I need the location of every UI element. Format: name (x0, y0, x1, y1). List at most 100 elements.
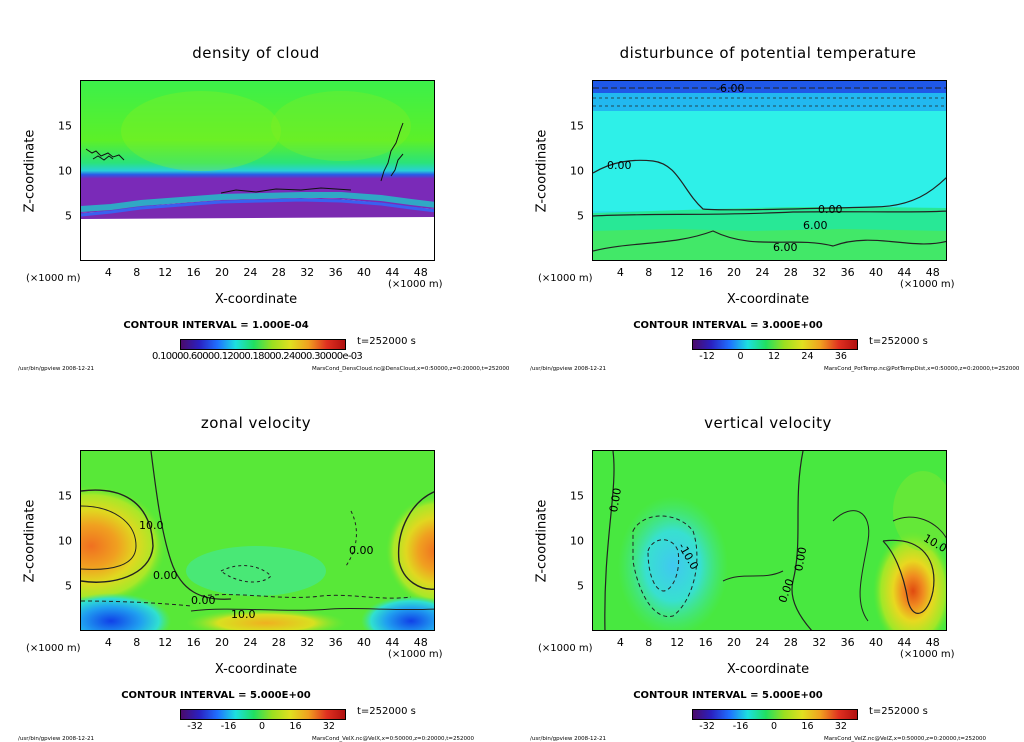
x-tick-label: 16 (698, 266, 713, 279)
footer-left: /usr/bin/gpview 2008-12-21 (530, 366, 607, 372)
colorbar-tick-label: 32 (322, 721, 335, 732)
contour-label: 0.00 (191, 594, 216, 607)
contour-label: 0.00 (792, 546, 809, 572)
time-stamp: t=252000 s (357, 706, 416, 717)
y-tick-label: 5 (577, 579, 584, 593)
x-tick-label: 48 (413, 266, 428, 279)
contour-label: 10.0 (231, 608, 256, 621)
x-tick-label: 12 (158, 636, 173, 649)
contour-label: 6.00 (803, 219, 828, 232)
colorbar-tick-label: 0 (258, 721, 266, 732)
x-tick-label: 20 (727, 636, 741, 649)
plot-area: -6.00 0.00 0.00 6.00 6.00 (592, 80, 947, 261)
x-tick-label: 48 (925, 266, 940, 279)
panel-zonal-velocity: zonal velocity (0, 370, 512, 742)
y-tick-label: 10 (570, 534, 584, 548)
colorbar (180, 709, 346, 720)
x-tick-label: 32 (812, 266, 827, 279)
colorbar-tick-label: -32 (187, 721, 203, 732)
colorbar-tick-label: -32 (699, 721, 715, 732)
x-tick-label: 24 (243, 266, 258, 279)
footer-right: MarsCond_VelX.nc@VelX,x=0:50000,z=0:2000… (312, 736, 475, 742)
colorbar-tick-label: -12 (699, 351, 715, 362)
time-stamp: t=252000 s (869, 336, 928, 347)
x-unit-right: (×1000 m) (388, 279, 443, 290)
y-tick-label: 5 (65, 209, 72, 223)
y-tick-label: 15 (570, 489, 584, 503)
x-tick-label: 48 (925, 636, 940, 649)
footer-right: MarsCond_VelZ.nc@VelZ,x=0:50000,z=0:2000… (824, 736, 987, 742)
x-tick-label: 44 (897, 266, 912, 279)
footer-left: /usr/bin/gpview 2008-12-21 (18, 366, 95, 372)
x-tick-label: 20 (215, 636, 229, 649)
x-tick-label: 40 (357, 636, 371, 649)
panel-title: disturbunce of potential temperature (619, 44, 917, 62)
x-axis-label: X-coordinate (214, 292, 298, 307)
x-tick-label: 16 (698, 636, 713, 649)
x-tick-label: 8 (645, 636, 653, 649)
plot-area: 0.00 -10.0 0.00 0.00 10.0 (592, 450, 947, 631)
x-tick-label: 16 (186, 636, 201, 649)
x-tick-label: 48 (413, 636, 428, 649)
cloud-contour-specks (85, 122, 404, 194)
contour-interval: CONTOUR INTERVAL = 5.000E+00 (633, 690, 823, 701)
contour-label: 0.00 (607, 159, 632, 172)
x-tick-label: 24 (755, 266, 770, 279)
x-unit-left: (×1000 m) (26, 643, 81, 654)
colorbar-tick-label: 24 (801, 351, 814, 362)
x-tick-label: 36 (328, 266, 343, 279)
time-stamp: t=252000 s (869, 706, 928, 717)
y-tick-label: 10 (570, 164, 584, 178)
colorbar (180, 339, 346, 350)
x-tick-label: 28 (271, 266, 286, 279)
x-tick-label: 4 (616, 636, 624, 649)
x-tick-label: 44 (385, 636, 400, 649)
footer-right: MarsCond_DensCloud.nc@DensCloud,x=0:5000… (312, 366, 510, 372)
panel-density-of-cloud: density of cloud (0, 0, 512, 372)
contour-interval: CONTOUR INTERVAL = 3.000E+00 (633, 320, 823, 331)
contour-label: 10.0 (139, 519, 164, 532)
x-tick-label: 24 (243, 636, 258, 649)
colorbar-tick-label: 16 (289, 721, 302, 732)
x-tick-label: 40 (869, 266, 883, 279)
plot-area: 10.0 0.00 0.00 0.00 10.0 (80, 450, 435, 631)
x-tick-label: 32 (300, 636, 315, 649)
x-tick-label: 32 (812, 636, 827, 649)
x-tick-label: 36 (840, 636, 855, 649)
colorbar (692, 339, 858, 350)
contour-label: 0.00 (607, 487, 624, 513)
colorbar-tick-label: -16 (732, 721, 749, 732)
contour-interval: CONTOUR INTERVAL = 5.000E+00 (121, 690, 311, 701)
panel-title: vertical velocity (704, 414, 832, 432)
x-tick-label: 36 (328, 636, 343, 649)
panel-title: zonal velocity (200, 414, 312, 432)
colorbar-tick-label: 0 (770, 721, 778, 732)
footer-right: MarsCond_PotTemp.nc@PotTempDist,x=0:5000… (824, 366, 1020, 372)
x-tick-label: 16 (186, 266, 201, 279)
x-axis-label: X-coordinate (214, 662, 298, 677)
x-tick-label: 4 (104, 266, 112, 279)
plot-area (80, 80, 435, 261)
y-tick-label: 5 (577, 209, 584, 223)
x-tick-label: 40 (357, 266, 371, 279)
x-tick-label: 12 (670, 636, 685, 649)
colorbar-tick-label: 16 (801, 721, 814, 732)
y-tick-label: 15 (58, 119, 72, 133)
x-unit-right: (×1000 m) (388, 649, 443, 660)
x-tick-label: 12 (670, 266, 685, 279)
colorbar-tick-label: -16 (220, 721, 237, 732)
x-tick-label: 44 (385, 266, 400, 279)
panel-potential-temperature: disturbunce of potential temperature -6.… (512, 0, 1024, 372)
panel-vertical-velocity: vertical velocity (512, 370, 1024, 742)
footer-left: /usr/bin/gpview 2008-12-21 (530, 736, 607, 742)
y-tick-label: 15 (58, 489, 72, 503)
contour-label: 0.00 (818, 203, 843, 216)
x-tick-label: 44 (897, 636, 912, 649)
x-unit-left: (×1000 m) (26, 273, 81, 284)
potential-temperature-heatmap: -6.00 0.00 0.00 6.00 6.00 (593, 81, 946, 260)
x-tick-label: 8 (133, 266, 141, 279)
x-unit-right: (×1000 m) (900, 649, 955, 660)
colorbar-tick-label: 12 (767, 351, 781, 362)
x-tick-label: 24 (755, 636, 770, 649)
contour-label: 6.00 (773, 241, 798, 254)
